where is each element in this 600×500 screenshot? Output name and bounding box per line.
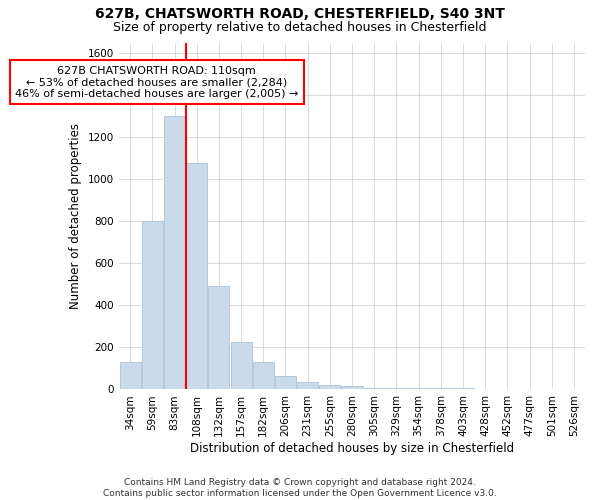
Bar — [186, 164, 207, 390]
Text: Contains HM Land Registry data © Crown copyright and database right 2024.
Contai: Contains HM Land Registry data © Crown c… — [103, 478, 497, 498]
Bar — [230, 342, 251, 390]
Text: 627B CHATSWORTH ROAD: 110sqm
← 53% of detached houses are smaller (2,284)
46% of: 627B CHATSWORTH ROAD: 110sqm ← 53% of de… — [15, 66, 298, 99]
Bar — [386, 388, 407, 390]
Bar — [319, 385, 340, 390]
Bar — [452, 388, 473, 390]
Bar — [297, 382, 318, 390]
Bar — [164, 116, 185, 390]
X-axis label: Distribution of detached houses by size in Chesterfield: Distribution of detached houses by size … — [190, 442, 514, 455]
Bar — [119, 362, 140, 390]
Bar — [430, 388, 451, 390]
Text: 627B, CHATSWORTH ROAD, CHESTERFIELD, S40 3NT: 627B, CHATSWORTH ROAD, CHESTERFIELD, S40… — [95, 8, 505, 22]
Bar — [253, 362, 274, 390]
Bar — [142, 221, 163, 390]
Y-axis label: Number of detached properties: Number of detached properties — [70, 123, 82, 309]
Bar — [208, 286, 229, 390]
Bar — [341, 386, 362, 390]
Bar — [408, 388, 429, 390]
Bar — [275, 376, 296, 390]
Text: Size of property relative to detached houses in Chesterfield: Size of property relative to detached ho… — [113, 21, 487, 34]
Bar — [364, 388, 385, 390]
